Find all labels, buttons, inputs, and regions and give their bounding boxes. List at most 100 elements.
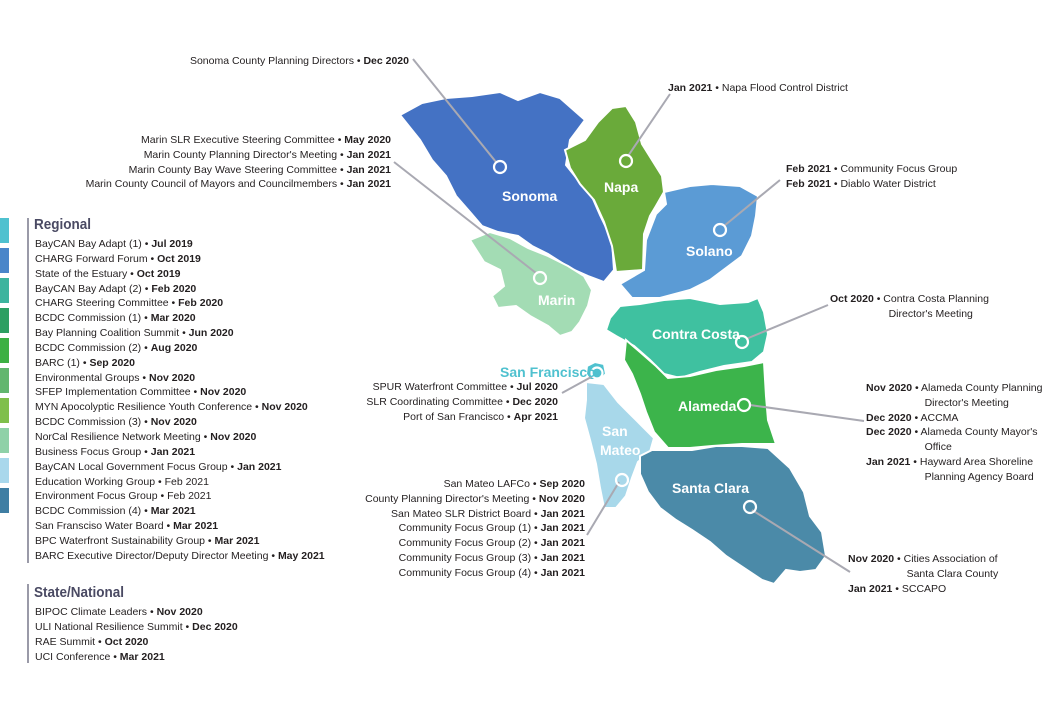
- state-national-item: ULI National Resilience Summit • Dec 202…: [35, 620, 238, 635]
- regional-item-date: Nov 2020: [261, 401, 308, 414]
- regional-item-date: Jun 2020: [188, 327, 234, 340]
- category-swatch: [0, 368, 9, 393]
- san-mateo-location-dot[interactable]: [614, 472, 630, 488]
- state-national-item-name: RAE Summit •: [35, 635, 105, 648]
- napa-location-dot[interactable]: [618, 153, 634, 169]
- regional-item-date: Jan 2021: [150, 445, 196, 458]
- santa-clara-county-shape[interactable]: [639, 445, 828, 586]
- regional-item-date: Oct 2019: [157, 252, 201, 265]
- category-swatch: [0, 398, 9, 423]
- contra-costa-callout: Oct 2020 • Contra Costa Planning Director…: [830, 292, 989, 322]
- regional-item: BCDC Commission (4) • Mar 2021: [35, 504, 325, 519]
- callout-line: Dec 2020 • ACCMA: [866, 411, 1042, 426]
- contra-costa-location-dot[interactable]: [734, 334, 750, 350]
- san-francisco-location-dot[interactable]: [590, 366, 604, 380]
- san-mateo-callout: San Mateo LAFCo • Sep 2020 County Plannin…: [365, 477, 585, 581]
- callout-name: Community Focus Group (2) •: [398, 537, 541, 550]
- sonoma-location-dot[interactable]: [492, 159, 508, 175]
- regional-item-name: BayCAN Bay Adapt (2) •: [35, 282, 152, 295]
- callout-line-continued: Santa Clara County: [906, 567, 999, 580]
- callout-line: Marin County Bay Wave Steering Committee…: [86, 163, 391, 178]
- callout-name: Sonoma County Planning Directors •: [189, 55, 364, 67]
- regional-item-name: BayCAN Local Government Focus Group •: [35, 460, 238, 473]
- alameda-location-dot[interactable]: [736, 397, 752, 413]
- regional-item: BayCAN Local Government Focus Group • Ja…: [35, 460, 325, 475]
- regional-item-date: Feb 2020: [178, 297, 224, 310]
- callout-date: Feb 2021: [786, 177, 831, 190]
- state-national-item: RAE Summit • Oct 2020: [35, 635, 238, 650]
- category-swatch: [0, 458, 9, 483]
- callout-name: • Community Focus Group: [830, 163, 958, 175]
- callout-line: Community Focus Group (3) • Jan 2021: [365, 551, 585, 566]
- callout-date: Dec 2020: [363, 55, 409, 67]
- callout-name: Marin County Bay Wave Steering Committee…: [128, 163, 347, 176]
- solano-leader-line: [723, 179, 781, 227]
- regional-item-name: BCDC Commission (2) •: [35, 341, 151, 354]
- state-national-item-name: ULI National Resilience Summit •: [35, 620, 193, 633]
- regional-item-name: Business Focus Group •: [35, 445, 151, 458]
- callout-line: Nov 2020 • Alameda County Planning: [866, 381, 1042, 396]
- marin-callout: Marin SLR Executive Steering Committee •…: [86, 133, 391, 192]
- regional-item-name: Environment Focus Group •: [35, 490, 168, 503]
- regional-item-date: Mar 2021: [173, 520, 219, 533]
- regional-item-name: MYN Apocolyptic Resilience Youth Confere…: [35, 401, 262, 414]
- regional-item-name: Environmental Groups •: [35, 371, 149, 384]
- category-swatch: [0, 278, 9, 303]
- santa-clara-location-dot[interactable]: [742, 499, 758, 515]
- regional-item-name: State of the Estuary •: [35, 267, 137, 280]
- callout-line: Marin County Council of Mayors and Counc…: [86, 177, 391, 192]
- regional-item-name: NorCal Resilience Network Meeting •: [35, 430, 211, 443]
- alameda-county-shape[interactable]: [622, 337, 778, 449]
- solano-location-dot[interactable]: [712, 222, 728, 238]
- napa-label: Napa: [604, 179, 638, 195]
- callout-date: Jul 2020: [516, 381, 558, 393]
- callout-name: SLR Coordinating Committee •: [366, 395, 513, 408]
- alameda-callout: Nov 2020 • Alameda County Planning Direct…: [866, 381, 1042, 485]
- callout-line-continued: Director's Meeting: [924, 396, 1009, 409]
- callout-date: Jan 2021: [540, 522, 585, 535]
- callout-name: Community Focus Group (3) •: [398, 551, 541, 564]
- contra-costa-leader-line: [745, 304, 829, 340]
- callout-line: Jan 2021 • Napa Flood Control District: [668, 81, 848, 96]
- callout-name: SPUR Waterfront Committee •: [372, 381, 517, 393]
- solano-county-shape[interactable]: [618, 182, 760, 299]
- callout-date: Oct 2020: [830, 293, 874, 305]
- regional-item: CHARG Steering Committee • Feb 2020: [35, 296, 325, 311]
- solano-callout: Feb 2021 • Community Focus Group Feb 2021…: [786, 162, 957, 192]
- callout-name: • Napa Flood Control District: [712, 82, 848, 94]
- san-mateo-county-shape[interactable]: [582, 380, 656, 509]
- callout-line: Marin County Planning Director's Meeting…: [86, 148, 391, 163]
- regional-item-date: Jan 2021: [237, 460, 282, 473]
- callout-date: Jan 2021: [346, 163, 391, 176]
- regional-item-date: Feb 2020: [151, 282, 197, 295]
- regional-item-name: BCDC Commission (3) •: [35, 416, 151, 429]
- regional-item: Business Focus Group • Jan 2021: [35, 445, 325, 460]
- marin-location-dot[interactable]: [532, 270, 548, 286]
- regional-item-date: Nov 2020: [200, 386, 247, 399]
- callout-date: Nov 2020: [866, 382, 913, 394]
- callout-name: County Planning Director's Meeting •: [365, 492, 539, 505]
- regional-item: SFEP Implementation Committee • Nov 2020: [35, 385, 325, 400]
- state-national-heading: State/National: [34, 584, 125, 601]
- callout-line-continued: Director's Meeting: [888, 307, 973, 320]
- regional-item-date: Feb 2021: [164, 475, 209, 488]
- callout-date: Jan 2021: [346, 148, 391, 161]
- regional-item-date: Mar 2020: [150, 312, 196, 325]
- callout-line: Nov 2020 • Cities Association of: [848, 552, 998, 567]
- callout-line: Marin SLR Executive Steering Committee •…: [86, 133, 391, 148]
- callout-date: Jan 2021: [848, 582, 893, 595]
- regional-item-name: BayCAN Bay Adapt (1) •: [35, 238, 152, 250]
- regional-item-name: BPC Waterfront Sustainability Group •: [35, 534, 215, 547]
- sonoma-label: Sonoma: [502, 188, 557, 204]
- napa-county-shape[interactable]: [563, 104, 666, 274]
- napa-callout: Jan 2021 • Napa Flood Control District: [668, 81, 848, 96]
- callout-date: Feb 2021: [786, 163, 831, 175]
- callout-line: County Planning Director's Meeting • Nov…: [365, 492, 585, 507]
- san-mateo-label-line1: San: [602, 423, 628, 439]
- callout-line: Feb 2021 • Community Focus Group: [786, 162, 957, 177]
- regional-item-date: Nov 2020: [150, 416, 197, 429]
- marin-county-shape[interactable]: [468, 230, 594, 338]
- callout-date: Jan 2021: [540, 566, 585, 579]
- callout-line: Jan 2021 • Hayward Area Shoreline: [866, 455, 1042, 470]
- state-national-item: UCI Conference • Mar 2021: [35, 650, 238, 665]
